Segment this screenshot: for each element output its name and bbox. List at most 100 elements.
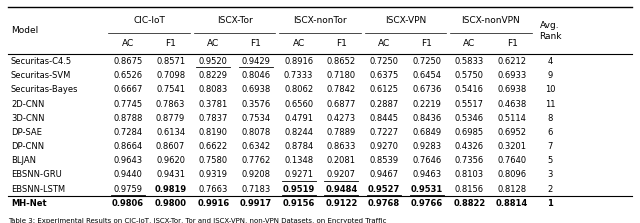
Text: 0.5750: 0.5750 <box>455 71 484 80</box>
Text: 0.9643: 0.9643 <box>113 156 143 165</box>
Text: F1: F1 <box>250 39 261 48</box>
Text: 0.5416: 0.5416 <box>455 85 484 94</box>
Text: 0.8096: 0.8096 <box>497 170 527 179</box>
Text: 0.6622: 0.6622 <box>198 142 228 151</box>
Text: 0.8822: 0.8822 <box>453 199 486 208</box>
Text: ISCX-VPN: ISCX-VPN <box>385 16 426 25</box>
Text: 0.9620: 0.9620 <box>156 156 185 165</box>
Text: BLJAN: BLJAN <box>11 156 36 165</box>
Text: 0.7250: 0.7250 <box>369 57 399 66</box>
Text: 4: 4 <box>547 57 553 66</box>
Text: 0.7541: 0.7541 <box>156 85 185 94</box>
Text: 0.8436: 0.8436 <box>412 114 442 123</box>
Text: 0.2887: 0.2887 <box>369 100 399 109</box>
Text: 0.7745: 0.7745 <box>113 100 143 109</box>
Text: 0.9440: 0.9440 <box>113 170 142 179</box>
Text: 0.8814: 0.8814 <box>496 199 528 208</box>
Text: AC: AC <box>463 39 476 48</box>
Text: 0.9519: 0.9519 <box>282 185 315 194</box>
Text: 0.8607: 0.8607 <box>156 142 185 151</box>
Text: 0.9917: 0.9917 <box>240 199 272 208</box>
Text: 0.7180: 0.7180 <box>327 71 356 80</box>
Text: 0.7663: 0.7663 <box>198 185 228 194</box>
Text: 3: 3 <box>547 170 553 179</box>
Text: 0.8788: 0.8788 <box>113 114 143 123</box>
Text: 8: 8 <box>547 114 553 123</box>
Text: AC: AC <box>122 39 134 48</box>
Text: 0.3781: 0.3781 <box>198 100 228 109</box>
Text: 0.9800: 0.9800 <box>155 199 187 208</box>
Text: 0.6134: 0.6134 <box>156 128 185 137</box>
Text: 10: 10 <box>545 85 556 94</box>
Text: 0.8046: 0.8046 <box>241 71 271 80</box>
Text: 0.9283: 0.9283 <box>412 142 442 151</box>
Text: 0.9319: 0.9319 <box>199 170 228 179</box>
Text: 0.6125: 0.6125 <box>369 85 399 94</box>
Text: 3D-CNN: 3D-CNN <box>11 114 44 123</box>
Text: 0.8675: 0.8675 <box>113 57 143 66</box>
Text: 0.7580: 0.7580 <box>198 156 228 165</box>
Text: 2: 2 <box>547 185 553 194</box>
Text: 0.8083: 0.8083 <box>198 85 228 94</box>
Text: 0.6342: 0.6342 <box>241 142 271 151</box>
Text: 0.9806: 0.9806 <box>112 199 144 208</box>
Text: ISCX-Tor: ISCX-Tor <box>217 16 253 25</box>
Text: Model: Model <box>11 26 38 35</box>
Text: 0.6938: 0.6938 <box>497 85 527 94</box>
Text: 0.2219: 0.2219 <box>412 100 441 109</box>
Text: 0.8779: 0.8779 <box>156 114 185 123</box>
Text: 0.4273: 0.4273 <box>327 114 356 123</box>
Text: 0.6560: 0.6560 <box>284 100 313 109</box>
Text: 11: 11 <box>545 100 556 109</box>
Text: MH-Net: MH-Net <box>11 199 47 208</box>
Text: 0.3201: 0.3201 <box>498 142 527 151</box>
Text: 0.6933: 0.6933 <box>497 71 527 80</box>
Text: 9: 9 <box>547 71 553 80</box>
Text: 0.5114: 0.5114 <box>498 114 527 123</box>
Text: 0.6526: 0.6526 <box>113 71 143 80</box>
Text: 0.7333: 0.7333 <box>284 71 314 80</box>
Text: 0.9759: 0.9759 <box>113 185 142 194</box>
Text: 0.8078: 0.8078 <box>241 128 271 137</box>
Text: 0.7250: 0.7250 <box>412 57 441 66</box>
Text: 0.6667: 0.6667 <box>113 85 143 94</box>
Text: EBSNN-GRU: EBSNN-GRU <box>11 170 61 179</box>
Text: 0.8062: 0.8062 <box>284 85 313 94</box>
Text: 0.7889: 0.7889 <box>327 128 356 137</box>
Text: Table 3: Experimental Results on CIC-IoT, ISCX-Tor, Tor and ISCX-VPN, non-VPN Da: Table 3: Experimental Results on CIC-IoT… <box>8 218 387 223</box>
Text: 0.8539: 0.8539 <box>369 156 399 165</box>
Text: Avg.
Rank: Avg. Rank <box>539 21 561 41</box>
Text: 0.9463: 0.9463 <box>412 170 442 179</box>
Text: F1: F1 <box>507 39 518 48</box>
Text: 0.9520: 0.9520 <box>199 57 228 66</box>
Text: 0.8784: 0.8784 <box>284 142 313 151</box>
Text: 0.6938: 0.6938 <box>241 85 271 94</box>
Text: 6: 6 <box>547 128 553 137</box>
Text: 0.5833: 0.5833 <box>455 57 484 66</box>
Text: Securitas-C4.5: Securitas-C4.5 <box>11 57 72 66</box>
Text: 0.8652: 0.8652 <box>327 57 356 66</box>
Text: 0.7227: 0.7227 <box>369 128 399 137</box>
Text: 0.8128: 0.8128 <box>497 185 527 194</box>
Text: 0.6736: 0.6736 <box>412 85 442 94</box>
Text: CIC-IoT: CIC-IoT <box>133 16 165 25</box>
Text: 0.2081: 0.2081 <box>327 156 356 165</box>
Text: 0.9270: 0.9270 <box>369 142 399 151</box>
Text: 0.6877: 0.6877 <box>326 100 356 109</box>
Text: 5: 5 <box>547 156 553 165</box>
Text: 0.8445: 0.8445 <box>369 114 399 123</box>
Text: 0.4326: 0.4326 <box>455 142 484 151</box>
Text: 0.7284: 0.7284 <box>113 128 143 137</box>
Text: 0.9122: 0.9122 <box>325 199 358 208</box>
Text: 0.9766: 0.9766 <box>411 199 443 208</box>
Text: 2D-CNN: 2D-CNN <box>11 100 44 109</box>
Text: F1: F1 <box>421 39 432 48</box>
Text: 0.8103: 0.8103 <box>455 170 484 179</box>
Text: DP-CNN: DP-CNN <box>11 142 44 151</box>
Text: 0.9271: 0.9271 <box>284 170 313 179</box>
Text: 1: 1 <box>547 199 553 208</box>
Text: 0.9431: 0.9431 <box>156 170 185 179</box>
Text: ISCX-nonVPN: ISCX-nonVPN <box>461 16 520 25</box>
Text: DP-SAE: DP-SAE <box>11 128 42 137</box>
Text: 0.7863: 0.7863 <box>156 100 185 109</box>
